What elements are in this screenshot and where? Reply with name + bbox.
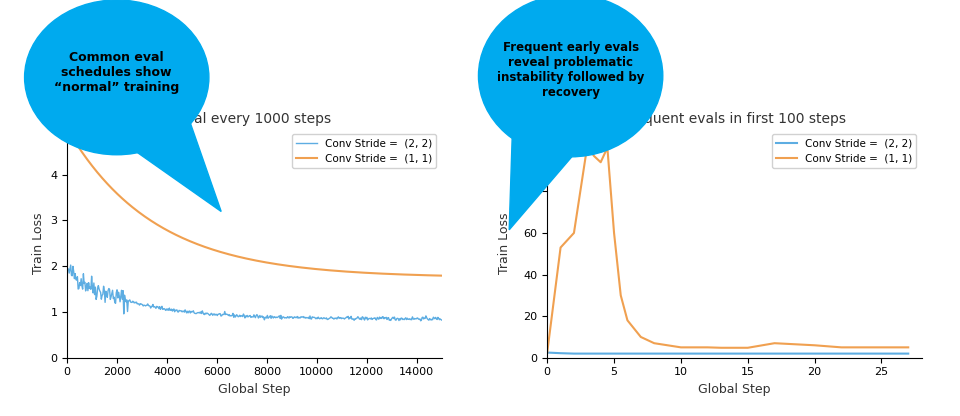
Conv Stride =  (1, 1) <box>595 160 607 165</box>
Conv Stride =  (2, 2) <box>609 351 620 356</box>
Conv Stride =  (2, 2) <box>541 350 553 355</box>
Conv Stride =  (2, 2) <box>876 351 887 356</box>
Title: Frequent evals in first 100 steps: Frequent evals in first 100 steps <box>623 112 846 126</box>
Legend: Conv Stride =  (2, 2), Conv Stride =  (1, 1): Conv Stride = (2, 2), Conv Stride = (1, … <box>292 134 437 168</box>
Conv Stride =  (1, 1) <box>702 345 713 350</box>
Polygon shape <box>137 124 221 211</box>
Conv Stride =  (1, 1) <box>568 230 580 235</box>
Line: Conv Stride =  (1, 1): Conv Stride = (1, 1) <box>547 146 908 352</box>
Conv Stride =  (1, 1) <box>377 271 389 276</box>
Legend: Conv Stride =  (2, 2), Conv Stride =  (1, 1): Conv Stride = (2, 2), Conv Stride = (1, … <box>772 134 917 168</box>
Conv Stride =  (1, 1) <box>648 341 660 346</box>
Conv Stride =  (1, 1) <box>62 129 74 134</box>
Y-axis label: Train Loss: Train Loss <box>498 213 511 274</box>
Circle shape <box>478 0 662 157</box>
Conv Stride =  (1, 1) <box>400 272 412 277</box>
Conv Stride =  (1, 1) <box>715 345 727 350</box>
Conv Stride =  (1, 1) <box>609 230 620 235</box>
Conv Stride =  (2, 2) <box>285 314 297 319</box>
Conv Stride =  (1, 1) <box>902 345 914 350</box>
Conv Stride =  (1, 1) <box>809 343 821 348</box>
Conv Stride =  (2, 2) <box>428 315 440 320</box>
Conv Stride =  (2, 2) <box>742 351 754 356</box>
Conv Stride =  (2, 2) <box>769 351 780 356</box>
Conv Stride =  (1, 1) <box>436 273 447 278</box>
Conv Stride =  (2, 2) <box>243 314 254 319</box>
Conv Stride =  (1, 1) <box>876 345 887 350</box>
Conv Stride =  (2, 2) <box>636 351 647 356</box>
Conv Stride =  (2, 2) <box>436 317 447 322</box>
Conv Stride =  (1, 1) <box>615 293 627 298</box>
Conv Stride =  (1, 1) <box>602 145 613 150</box>
Conv Stride =  (1, 1) <box>742 345 754 350</box>
Conv Stride =  (2, 2) <box>568 351 580 356</box>
Conv Stride =  (1, 1) <box>291 265 302 270</box>
X-axis label: Global Step: Global Step <box>218 383 291 396</box>
Text: Frequent early evals
reveal problematic
instability followed by
recovery: Frequent early evals reveal problematic … <box>497 41 644 99</box>
Text: Common eval
schedules show
“normal” training: Common eval schedules show “normal” trai… <box>54 51 180 94</box>
Conv Stride =  (2, 2) <box>65 262 77 267</box>
Conv Stride =  (1, 1) <box>541 350 553 355</box>
Line: Conv Stride =  (1, 1): Conv Stride = (1, 1) <box>67 129 442 276</box>
Conv Stride =  (2, 2) <box>265 316 276 321</box>
Conv Stride =  (1, 1) <box>555 245 566 250</box>
Conv Stride =  (1, 1) <box>588 154 600 158</box>
Title: Eval every 1000 steps: Eval every 1000 steps <box>178 112 331 126</box>
Conv Stride =  (1, 1) <box>636 334 647 339</box>
Conv Stride =  (1, 1) <box>688 345 700 350</box>
Conv Stride =  (2, 2) <box>835 351 847 356</box>
Conv Stride =  (1, 1) <box>675 345 686 350</box>
Circle shape <box>25 0 209 155</box>
Line: Conv Stride =  (2, 2): Conv Stride = (2, 2) <box>547 352 908 354</box>
Conv Stride =  (2, 2) <box>702 351 713 356</box>
Conv Stride =  (2, 2) <box>555 351 566 356</box>
Conv Stride =  (2, 2) <box>62 267 74 272</box>
Line: Conv Stride =  (2, 2): Conv Stride = (2, 2) <box>68 265 442 321</box>
Conv Stride =  (1, 1) <box>61 126 73 131</box>
Y-axis label: Train Loss: Train Loss <box>32 213 45 274</box>
Conv Stride =  (1, 1) <box>283 263 295 268</box>
Conv Stride =  (2, 2) <box>661 351 673 356</box>
Conv Stride =  (2, 2) <box>241 314 252 319</box>
Conv Stride =  (1, 1) <box>622 318 634 323</box>
Conv Stride =  (2, 2) <box>622 351 634 356</box>
Conv Stride =  (1, 1) <box>582 143 593 148</box>
Conv Stride =  (2, 2) <box>809 351 821 356</box>
Conv Stride =  (1, 1) <box>284 264 296 269</box>
Conv Stride =  (2, 2) <box>648 351 660 356</box>
Conv Stride =  (1, 1) <box>835 345 847 350</box>
X-axis label: Global Step: Global Step <box>698 383 771 396</box>
Conv Stride =  (1, 1) <box>769 341 780 346</box>
Polygon shape <box>509 139 572 230</box>
Conv Stride =  (2, 2) <box>415 318 426 323</box>
Conv Stride =  (2, 2) <box>902 351 914 356</box>
Conv Stride =  (2, 2) <box>582 351 593 356</box>
Conv Stride =  (2, 2) <box>595 351 607 356</box>
Conv Stride =  (1, 1) <box>661 343 673 348</box>
Conv Stride =  (2, 2) <box>370 315 381 320</box>
Conv Stride =  (2, 2) <box>675 351 686 356</box>
